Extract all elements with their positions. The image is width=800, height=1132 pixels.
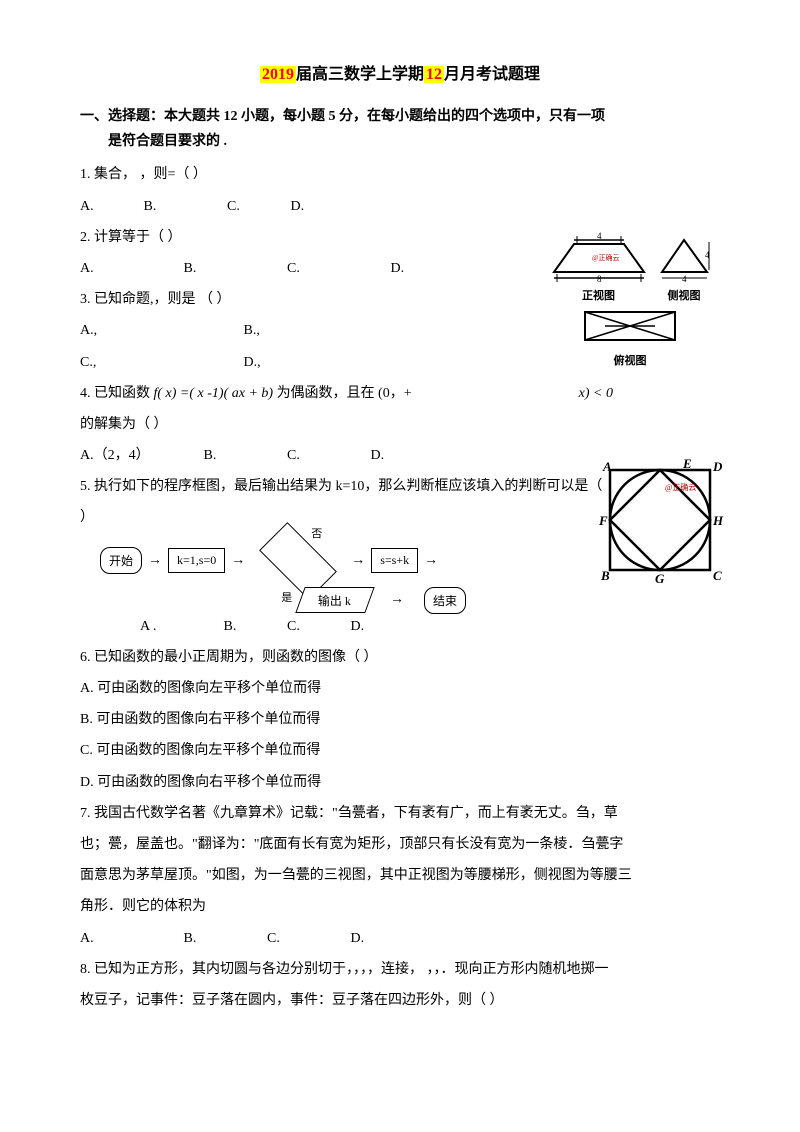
q4-fx: f( x) =( x -1)( ax + b) [154, 386, 274, 401]
section-1-line1: 一、选择题：本大题共 12 小题，每小题 5 分，在每小题给出的四个选项中，只有… [80, 104, 720, 129]
exam-title: 2019届高三数学上学期12月月考试题理 [80, 60, 720, 84]
q1-choice-a: A. [80, 194, 140, 219]
side-view: 4 4 侧视图 [657, 232, 712, 303]
three-views-figure: 4 8 @正确云 正视图 4 4 侧视图 [530, 232, 730, 368]
q7-l4: 角形．则它的体积为 [80, 894, 720, 919]
question-5-choices: A . B. C. D. [140, 614, 720, 639]
q1-choice-b: B. [144, 194, 224, 219]
q7-l2: 也；甍，屋盖也。"翻译为："底面有长有宽为矩形，顶部只有长没有宽为一条棱．刍甍字 [80, 832, 720, 857]
fc-yes-label: 是 [281, 589, 292, 605]
svg-text:4: 4 [705, 250, 710, 260]
q4-tail: x) < 0 [579, 386, 613, 401]
fc-start: 开始 [100, 547, 142, 574]
q2-choice-a: A. [80, 256, 180, 281]
q2-choice-c: C. [287, 256, 387, 281]
arrow-icon: → [424, 553, 438, 569]
arrow-icon: → [390, 592, 404, 608]
square-circle-figure: A E D F H B G C @正确云 [595, 455, 725, 590]
svg-text:H: H [712, 513, 724, 528]
fc-init: k=1,s=0 [168, 548, 225, 573]
svg-text:A: A [602, 459, 612, 474]
q8-l2: 枚豆子，记事件：豆子落在圆内，事件：豆子落在四边形外，则（ ） [80, 988, 720, 1013]
q3-choice-c: C., [80, 350, 240, 375]
q7-choice-a: A. [80, 926, 180, 951]
svg-text:D: D [712, 459, 723, 474]
arrow-icon: → [148, 553, 162, 569]
q8-l1: 8. 已知为正方形，其内切圆与各边分别切于，，，，连接， ，，．现向正方形内随机… [80, 957, 720, 982]
svg-text:C: C [713, 568, 722, 583]
q6-choice-c: C. 可由函数的图像向左平移个单位而得 [80, 738, 720, 763]
q4-line1: 4. 已知函数 [80, 386, 150, 401]
front-view: 4 8 @正确云 正视图 [549, 232, 649, 303]
q6-choice-b: B. 可由函数的图像向右平移个单位而得 [80, 707, 720, 732]
q4-choice-b: B. [204, 443, 284, 468]
q7-choice-c: C. [267, 926, 347, 951]
front-view-label: 正视图 [549, 287, 649, 303]
fc-end: 结束 [424, 587, 466, 614]
q7-l1: 7. 我国古代数学名著《九章算术》记载："刍甍者，下有袤有广，而上有袤无丈。刍，… [80, 801, 720, 826]
svg-text:G: G [655, 571, 665, 585]
q6-choice-d: D. 可由函数的图像向右平移个单位而得 [80, 770, 720, 795]
title-mid: 届高三数学上学期 [296, 66, 424, 83]
svg-text:F: F [598, 513, 608, 528]
question-4: 4. 已知函数 f( x) =( x -1)( ax + b) 为偶函数，且在 … [80, 381, 720, 406]
arrow-icon: → [231, 553, 245, 569]
q5-choice-b: B. [224, 614, 284, 639]
question-6: 6. 已知函数的最小正周期为，则函数的图像（ ） [80, 645, 720, 670]
fc-no-label: 否 [311, 525, 322, 541]
svg-text:E: E [682, 456, 692, 471]
title-year: 2019 [260, 66, 296, 83]
question-1: 1. 集合， ，则=（ ） [80, 162, 720, 187]
section-1-head: 一、选择题：本大题共 12 小题，每小题 5 分，在每小题给出的四个选项中，只有… [80, 104, 720, 154]
q5-choice-c: C. [287, 614, 347, 639]
fc-output: 输出 k [295, 587, 374, 613]
q5-choice-d: D. [351, 614, 365, 639]
q4-mid: 为偶函数，且在 (0，+ [277, 386, 412, 401]
section-1-line2: 是符合题目要求的 . [80, 129, 720, 154]
question-4-line2: 的解集为（ ） [80, 412, 720, 437]
q3-choice-d: D., [244, 350, 261, 375]
q1-choice-c: C. [227, 194, 287, 219]
q7-choice-d: D. [351, 926, 365, 951]
q3-choice-b: B., [244, 318, 260, 343]
watermark: @正确云 [592, 253, 619, 262]
q5-choice-a: A . [140, 614, 220, 639]
side-view-label: 侧视图 [657, 287, 712, 303]
q4-choice-d: D. [371, 443, 385, 468]
q7-l3: 面意思为茅草屋顶。"如图，为一刍甍的三视图，其中正视图为等腰梯形，侧视图为等腰三 [80, 863, 720, 888]
q3-choice-a: A., [80, 318, 240, 343]
fc-calc: s=s+k [371, 548, 418, 573]
q2-choice-d: D. [391, 256, 405, 281]
svg-text:B: B [600, 568, 610, 583]
svg-text:@正确云: @正确云 [665, 482, 696, 492]
q7-choice-b: B. [184, 926, 264, 951]
q4-choice-a: A.（2，4） [80, 443, 200, 468]
q2-choice-b: B. [184, 256, 284, 281]
title-month: 12 [424, 66, 444, 83]
question-1-choices: A. B. C. D. [80, 194, 720, 219]
arrow-icon: → [351, 553, 365, 569]
dim-4: 4 [597, 232, 602, 241]
question-7-choices: A. B. C. D. [80, 926, 720, 951]
top-view-label: 俯视图 [580, 352, 680, 368]
q4-choice-c: C. [287, 443, 367, 468]
q1-choice-d: D. [291, 194, 305, 219]
title-tail: 月月考试题理 [444, 66, 540, 83]
dim-8: 8 [597, 274, 602, 282]
q6-choice-a: A. 可由函数的图像向左平移个单位而得 [80, 676, 720, 701]
top-view: 俯视图 [580, 307, 680, 368]
svg-text:4: 4 [682, 274, 687, 282]
